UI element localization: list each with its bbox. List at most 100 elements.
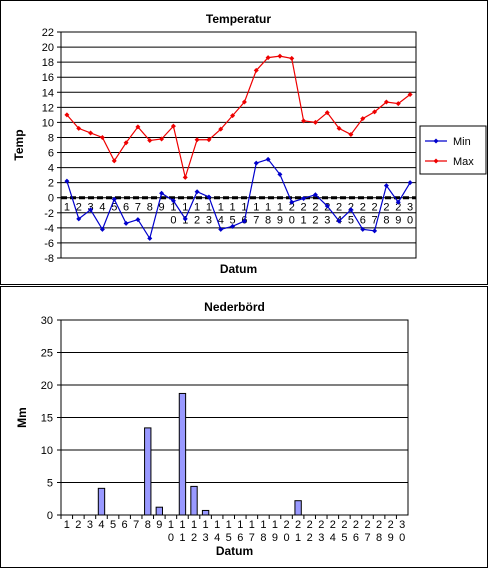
x-tick-label: 1	[168, 519, 174, 531]
x-tick-label: 0	[289, 215, 295, 227]
x-tick-label: 2	[283, 519, 289, 531]
x-tick-label: 1	[191, 519, 197, 531]
x-tick-label: 6	[360, 215, 366, 227]
data-point-min	[241, 218, 247, 224]
x-tick-label: 9	[159, 202, 165, 214]
y-tick-label: 18	[42, 57, 54, 69]
data-point-min	[182, 216, 188, 222]
data-point-max	[182, 174, 188, 180]
x-tick-label: 3	[324, 215, 330, 227]
data-point-max	[123, 140, 129, 146]
data-point-max	[170, 123, 176, 129]
y-tick-label: 15	[41, 413, 53, 425]
data-point-min	[99, 226, 105, 232]
data-point-min	[372, 228, 378, 234]
x-tick-label: 2	[330, 519, 336, 531]
data-point-min	[383, 183, 389, 189]
x-tick-label: 4	[99, 202, 105, 214]
data-point-min	[348, 207, 354, 213]
x-tick-label: 2	[364, 519, 370, 531]
x-tick-label: 1	[265, 202, 271, 214]
x-tick-label: 2	[395, 202, 401, 214]
y-tick-label: 16	[42, 72, 54, 84]
x-tick-label: 1	[272, 519, 278, 531]
y-axis-title: Temp	[12, 129, 26, 160]
data-point-max	[76, 125, 82, 131]
x-tick-label: 5	[226, 532, 232, 544]
x-tick-label: 9	[272, 532, 278, 544]
data-point-max	[230, 113, 236, 119]
x-tick-label: 1	[230, 202, 236, 214]
x-tick-label: 5	[111, 202, 117, 214]
data-point-max	[348, 131, 354, 137]
precipitation-chart-panel: Nederbörd Mm Datum 0 5 10 15 20 25 30 1 2 3 4 5 6 7 8 9 1 0 1…	[0, 286, 488, 568]
x-tick-label: 6	[237, 532, 243, 544]
data-point-max	[253, 67, 259, 73]
data-point-max	[289, 55, 295, 61]
data-point-max	[336, 125, 342, 131]
data-point-min	[123, 220, 129, 226]
plot-area	[60, 31, 417, 259]
x-tick-label: 8	[376, 532, 382, 544]
data-point-min	[301, 195, 307, 201]
data-point-min	[230, 223, 236, 229]
x-tick-label: 2	[191, 532, 197, 544]
x-tick-label: 4	[330, 532, 336, 544]
y-tick-label: 12	[42, 102, 54, 114]
x-tick-label: 0	[283, 532, 289, 544]
y-tick-label: 20	[41, 380, 53, 392]
x-tick-label: 9	[277, 215, 283, 227]
data-point-max	[265, 55, 271, 61]
x-tick-label: 7	[364, 532, 370, 544]
y-tick-label: 4	[48, 163, 54, 175]
bar	[97, 487, 106, 516]
data-point-max	[301, 118, 307, 124]
x-tick-label: 2	[312, 215, 318, 227]
x-tick-label: 1	[277, 202, 283, 214]
x-tick-label: 6	[123, 202, 129, 214]
x-tick-label: 9	[156, 519, 162, 531]
data-point-max	[395, 101, 401, 107]
x-tick-label: 1	[295, 532, 301, 544]
x-tick-label: 5	[341, 532, 347, 544]
x-tick-label: 3	[87, 519, 93, 531]
data-point-max	[383, 99, 389, 105]
temperature-chart: TemperaturTempDatum-8-6-4-20246810121416…	[12, 12, 487, 276]
data-point-max	[135, 124, 141, 130]
x-axis-title: Datum	[220, 262, 257, 276]
x-tick-label: 5	[110, 519, 116, 531]
x-tick-label: 0	[170, 215, 176, 227]
x-tick-label: 1	[237, 519, 243, 531]
y-tick-label: 20	[42, 42, 54, 54]
x-tick-label: 2	[289, 202, 295, 214]
x-tick-label: 2	[307, 519, 313, 531]
x-tick-label: 2	[360, 202, 366, 214]
x-tick-label: 2	[75, 519, 81, 531]
x-tick-label: 5	[348, 215, 354, 227]
x-tick-label: 9	[388, 532, 394, 544]
series-line-min	[66, 158, 411, 240]
data-point-min	[289, 199, 295, 205]
x-tick-label: 1	[194, 202, 200, 214]
y-tick-label: -2	[44, 208, 54, 220]
y-tick-label: 6	[48, 148, 54, 160]
legend-label: Max	[453, 156, 474, 168]
x-tick-label: 1	[241, 202, 247, 214]
x-tick-label: 1	[206, 202, 212, 214]
x-tick-label: 1	[170, 202, 176, 214]
data-point-min	[111, 196, 117, 202]
data-point-min	[360, 226, 366, 232]
bar	[144, 427, 152, 516]
x-tick-label: 1	[203, 519, 209, 531]
data-point-max	[312, 119, 318, 125]
y-tick-label: 0	[48, 193, 54, 205]
x-axis-title: Datum	[216, 544, 253, 558]
data-point-min	[336, 218, 342, 224]
x-tick-label: 1	[260, 519, 266, 531]
x-tick-label: 3	[399, 519, 405, 531]
x-tick-label: 1	[253, 202, 259, 214]
data-point-min	[206, 194, 212, 200]
x-tick-label: 1	[301, 215, 307, 227]
x-tick-label: 2	[353, 519, 359, 531]
x-tick-label: 8	[145, 519, 151, 531]
